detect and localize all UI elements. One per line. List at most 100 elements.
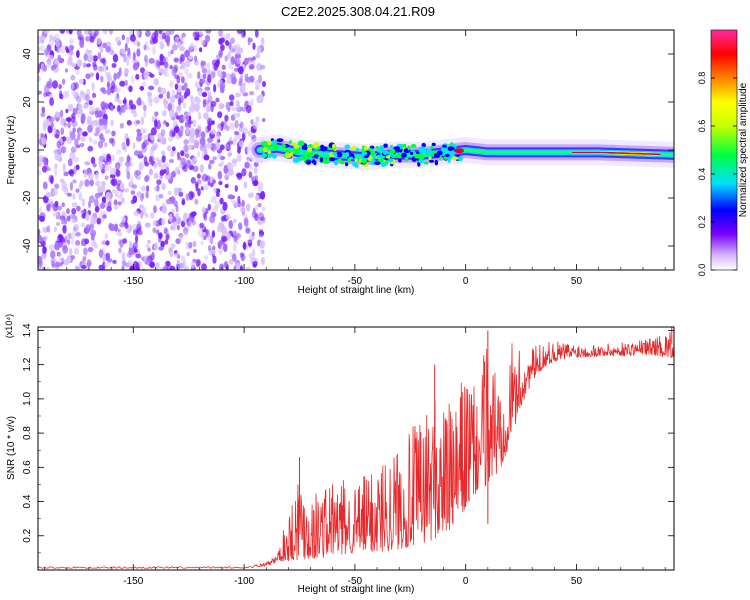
noise-blob [170, 151, 175, 157]
noise-blob [113, 199, 118, 206]
signal-blob [396, 153, 401, 158]
noise-blob [187, 220, 193, 228]
signal-blob [380, 161, 387, 168]
noise-blob [98, 45, 104, 50]
noise-blob [88, 136, 93, 143]
noise-blob [41, 106, 46, 114]
noise-blob [229, 48, 236, 53]
noise-blob [128, 259, 132, 267]
noise-blob [132, 228, 138, 236]
noise-blob [40, 111, 46, 118]
noise-blob [223, 243, 228, 252]
noise-blob [87, 246, 94, 253]
noise-blob [204, 86, 210, 93]
noise-blob [123, 67, 129, 75]
noise-blob [90, 156, 96, 165]
noise-blob [54, 163, 58, 169]
noise-blob [202, 73, 207, 80]
noise-blob [87, 145, 94, 152]
signal-blob [271, 140, 279, 144]
noise-blob [171, 208, 175, 215]
noise-blob [180, 61, 186, 70]
noise-blob [215, 54, 222, 60]
noise-blob [253, 161, 259, 168]
noise-blob [207, 203, 211, 211]
noise-blob [254, 205, 259, 211]
noise-blob [210, 248, 217, 255]
noise-blob [184, 121, 189, 128]
noise-blob [111, 63, 117, 68]
noise-blob [53, 226, 58, 233]
noise-blob [86, 49, 93, 55]
noise-blob [111, 80, 116, 90]
noise-blob [228, 122, 235, 130]
noise-blob [200, 240, 204, 246]
noise-blob [207, 137, 213, 143]
noise-blob [139, 127, 145, 135]
noise-blob [77, 133, 81, 141]
noise-blob [203, 212, 208, 222]
noise-blob [197, 71, 201, 80]
noise-blob [44, 48, 50, 56]
noise-blob [195, 81, 199, 89]
noise-blob [38, 170, 42, 176]
snr-xtick-label: 0 [463, 576, 469, 587]
signal-blob [344, 144, 351, 149]
noise-blob [225, 40, 230, 46]
noise-blob [261, 206, 266, 212]
noise-blob [187, 72, 193, 79]
signal-blob [388, 158, 394, 163]
noise-blob [248, 171, 253, 179]
noise-blob [183, 92, 188, 99]
noise-blob [182, 227, 189, 236]
noise-blob [202, 99, 207, 108]
signal-blob [421, 142, 426, 148]
noise-blob [109, 30, 113, 35]
noise-blob [220, 44, 225, 52]
noise-blob [104, 129, 111, 134]
noise-blob [49, 244, 54, 252]
signal-blob [389, 153, 394, 157]
noise-blob [199, 136, 206, 146]
noise-blob [197, 151, 201, 158]
noise-blob [86, 88, 91, 95]
noise-blob [92, 64, 98, 71]
noise-blob [82, 131, 88, 137]
noise-blob [218, 180, 223, 186]
noise-blob [66, 136, 70, 142]
noise-blob [133, 248, 138, 253]
signal-blob [320, 144, 325, 150]
spectrogram-marks [38, 30, 674, 270]
noise-blob [96, 217, 102, 225]
noise-blob [245, 105, 252, 114]
signal-blob [367, 155, 373, 162]
signal-blob [376, 154, 383, 159]
noise-blob [228, 220, 233, 229]
noise-blob [117, 104, 121, 112]
noise-blob [68, 44, 74, 50]
noise-blob [102, 42, 107, 48]
signal-blob [410, 151, 414, 155]
noise-blob [38, 35, 42, 44]
noise-blob [166, 91, 171, 100]
noise-blob [121, 216, 126, 223]
noise-blob [201, 91, 208, 98]
noise-blob [57, 252, 62, 258]
noise-blob [94, 30, 99, 37]
noise-blob [197, 188, 201, 197]
noise-blob [88, 100, 93, 106]
noise-blob [181, 76, 185, 84]
noise-blob [230, 37, 235, 44]
noise-blob [87, 124, 93, 133]
signal-blob [301, 146, 309, 151]
noise-blob [260, 190, 266, 200]
noise-blob [258, 233, 263, 238]
spectrogram-xlabel: Height of straight line (km) [298, 285, 415, 296]
noise-blob [74, 247, 79, 255]
signal-blob [308, 152, 313, 158]
noise-blob [252, 42, 256, 50]
signal-blob [312, 144, 319, 149]
noise-blob [167, 102, 173, 112]
noise-blob [94, 198, 99, 208]
colorbar-tick-label: 0.0 [697, 264, 707, 277]
